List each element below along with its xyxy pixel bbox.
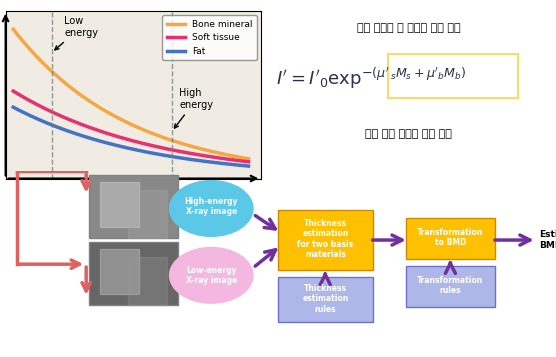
FancyBboxPatch shape [89, 242, 178, 305]
Text: Transformation
to BMD: Transformation to BMD [417, 228, 484, 247]
Soft tissue [154, 145, 161, 149]
Bone mineral [208, 149, 215, 154]
Text: High-energy
X-ray image: High-energy X-ray image [185, 197, 238, 216]
Fat [11, 105, 17, 110]
Bone mineral [149, 131, 156, 136]
Text: Transformation
rules: Transformation rules [417, 276, 484, 295]
Text: 뼈와 연부 조직의 감쇄 계수: 뼈와 연부 조직의 감쇄 계수 [365, 129, 452, 139]
Bone mineral [245, 157, 252, 161]
Text: Thickness
estimation
rules: Thickness estimation rules [302, 284, 349, 313]
Bone mineral [10, 27, 17, 31]
Fat [150, 151, 157, 155]
Text: 연부 조직과 뼈 조직의 단위 부피: 연부 조직과 뼈 조직의 단위 부피 [357, 23, 460, 33]
Line: Soft tissue: Soft tissue [13, 91, 249, 162]
FancyBboxPatch shape [406, 218, 495, 258]
Line: Fat: Fat [13, 107, 249, 166]
Bone mineral [11, 28, 17, 32]
Circle shape [170, 181, 253, 236]
Fat [245, 164, 252, 168]
Circle shape [170, 247, 253, 303]
Legend: Bone mineral, Soft tissue, Fat: Bone mineral, Soft tissue, Fat [162, 15, 257, 60]
Fat [154, 152, 161, 156]
FancyBboxPatch shape [406, 266, 495, 307]
Soft tissue [150, 144, 157, 148]
Soft tissue [10, 89, 17, 93]
Line: Bone mineral: Bone mineral [13, 29, 249, 159]
Bone mineral [154, 133, 161, 137]
Text: Low
energy: Low energy [55, 16, 98, 50]
Soft tissue [149, 144, 156, 148]
Fat [10, 105, 17, 109]
Soft tissue [223, 157, 230, 161]
Soft tissue [11, 89, 17, 94]
FancyBboxPatch shape [278, 277, 373, 322]
FancyBboxPatch shape [89, 175, 178, 238]
Text: Low-energy
X-ray image: Low-energy X-ray image [186, 266, 237, 285]
Text: High
energy: High energy [175, 89, 214, 128]
Text: $I' = I'_0\exp^{-(\mu'_sM_s+\mu'_bM_b)}$: $I' = I'_0\exp^{-(\mu'_sM_s+\mu'_bM_b)}$ [276, 65, 466, 91]
Text: Thickness
estimation
for two basis
materials: Thickness estimation for two basis mater… [297, 219, 353, 259]
Bone mineral [150, 132, 157, 136]
Fat [223, 162, 230, 166]
Fat [208, 160, 215, 164]
Fat [149, 151, 156, 155]
Soft tissue [245, 160, 252, 164]
Text: Estimated
BMD: Estimated BMD [539, 230, 556, 250]
Soft tissue [208, 155, 215, 159]
Bone mineral [223, 152, 230, 157]
FancyBboxPatch shape [278, 210, 373, 270]
